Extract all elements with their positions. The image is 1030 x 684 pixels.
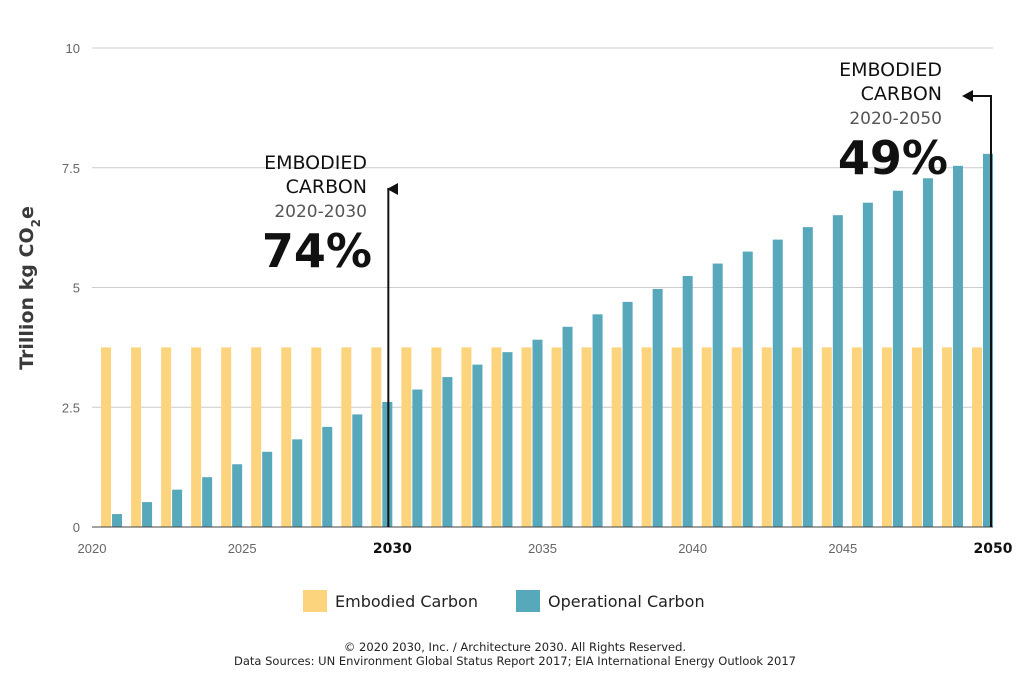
bar-operational-2031 (412, 389, 423, 527)
bar-operational-2023 (172, 489, 183, 527)
bar-operational-2033 (472, 364, 483, 527)
bar-operational-2028 (322, 426, 333, 527)
bar-operational-2025 (232, 464, 243, 527)
bar-embodied-2037 (581, 347, 592, 527)
bar-embodied-2045 (821, 347, 832, 527)
bar-operational-2022 (142, 502, 153, 527)
bar-embodied-2044 (791, 347, 802, 527)
legend-label-operational: Operational Carbon (548, 592, 705, 611)
bar-embodied-2047 (881, 347, 892, 527)
bar-embodied-2031 (401, 347, 412, 527)
annotation-heading-line1: EMBODIED (839, 59, 942, 81)
bar-operational-2021 (112, 514, 123, 527)
footer-sources: Data Sources: UN Environment Global Stat… (234, 654, 796, 668)
bar-embodied-2049 (941, 347, 952, 527)
bar-operational-2036 (562, 326, 573, 527)
x-tick-label: 2045 (828, 541, 857, 556)
bar-operational-2038 (622, 301, 633, 527)
annotation-range: 2020-2050 (849, 109, 942, 129)
bar-operational-2044 (802, 227, 813, 527)
bar-operational-2045 (832, 215, 843, 527)
bar-embodied-2033 (461, 347, 472, 527)
bars (101, 153, 993, 528)
bar-operational-2029 (352, 414, 363, 527)
arrowhead-icon (387, 183, 398, 195)
bar-embodied-2028 (311, 347, 322, 527)
bar-embodied-2021 (101, 347, 112, 527)
annotation-heading-line2: CARBON (861, 83, 942, 105)
annotations: EMBODIEDCARBON2020-203074%EMBODIEDCARBON… (262, 59, 992, 527)
y-tick-label: 0 (73, 520, 80, 535)
annotation-range: 2020-2030 (274, 202, 367, 222)
bar-embodied-2050 (972, 347, 982, 527)
x-tick-label: 2035 (528, 541, 557, 556)
bar-embodied-2038 (611, 347, 622, 527)
y-axis-label: Trillion kg CO2e (16, 206, 43, 370)
annotation-arrow-line (968, 95, 992, 527)
bar-embodied-2025 (221, 347, 232, 527)
legend: Embodied Carbon Operational Carbon (303, 590, 705, 612)
bar-embodied-2023 (161, 347, 172, 527)
bar-embodied-2027 (281, 347, 292, 527)
bar-embodied-2036 (551, 347, 562, 527)
legend-swatch-operational (516, 590, 540, 612)
bar-embodied-2040 (671, 347, 682, 527)
bar-embodied-2042 (731, 347, 742, 527)
bar-operational-2040 (682, 276, 693, 527)
bar-operational-2027 (292, 439, 303, 527)
bar-operational-2032 (442, 377, 453, 527)
x-tick-label: 2025 (228, 541, 257, 556)
bar-embodied-2048 (911, 347, 922, 527)
bar-operational-2048 (922, 178, 933, 527)
bar-embodied-2022 (131, 347, 142, 527)
x-tick-label: 2020 (78, 541, 107, 556)
legend-swatch-embodied (303, 590, 327, 612)
bar-embodied-2046 (851, 347, 862, 527)
x-tick-label: 2040 (678, 541, 707, 556)
bar-embodied-2029 (341, 347, 352, 527)
bar-embodied-2034 (491, 347, 502, 527)
bar-operational-2049 (952, 165, 963, 528)
bar-embodied-2043 (761, 347, 772, 527)
annotation-heading-line2: CARBON (286, 176, 367, 198)
bar-operational-2047 (892, 190, 903, 527)
y-tick-label: 10 (66, 41, 80, 56)
bar-embodied-2041 (701, 347, 712, 527)
y-tick-label: 7.5 (62, 161, 80, 176)
bar-operational-2043 (772, 239, 783, 527)
bar-operational-2046 (862, 202, 873, 528)
bar-embodied-2024 (191, 347, 202, 527)
footer-copyright: © 2020 2030, Inc. / Architecture 2030. A… (343, 640, 687, 654)
bar-embodied-2026 (251, 347, 262, 527)
bar-embodied-2032 (431, 347, 442, 527)
x-tick-label: 2050 (974, 541, 1013, 557)
annotation-percent: 74% (262, 224, 372, 278)
bar-operational-2024 (202, 477, 213, 527)
bar-operational-2037 (592, 314, 603, 527)
x-axis-ticks: 2020 2025 2030 2035 2040 2045 2050 (78, 541, 1013, 557)
bar-embodied-2039 (641, 347, 652, 527)
y-tick-label: 2.5 (62, 400, 80, 415)
bar-embodied-2035 (521, 347, 532, 527)
y-tick-label: 5 (73, 281, 80, 296)
bar-embodied-2030 (371, 347, 382, 527)
bar-operational-2039 (652, 288, 663, 527)
bar-operational-2042 (742, 251, 753, 527)
x-tick-label: 2030 (373, 541, 412, 557)
bar-operational-2035 (532, 339, 543, 527)
arrowhead-icon (962, 90, 973, 102)
bar-operational-2041 (712, 263, 723, 527)
annotation-heading-line1: EMBODIED (264, 152, 367, 174)
chart: 02.557.510 2020 2025 2030 2035 2040 2045 2050 … (16, 41, 1013, 612)
annotation-percent: 49% (838, 131, 948, 185)
bar-operational-2034 (502, 352, 513, 527)
bar-operational-2050 (983, 153, 993, 527)
legend-label-embodied: Embodied Carbon (335, 592, 478, 611)
bar-operational-2026 (262, 451, 273, 527)
y-axis-ticks: 0 2.5 5 7.5 10 (62, 41, 80, 535)
